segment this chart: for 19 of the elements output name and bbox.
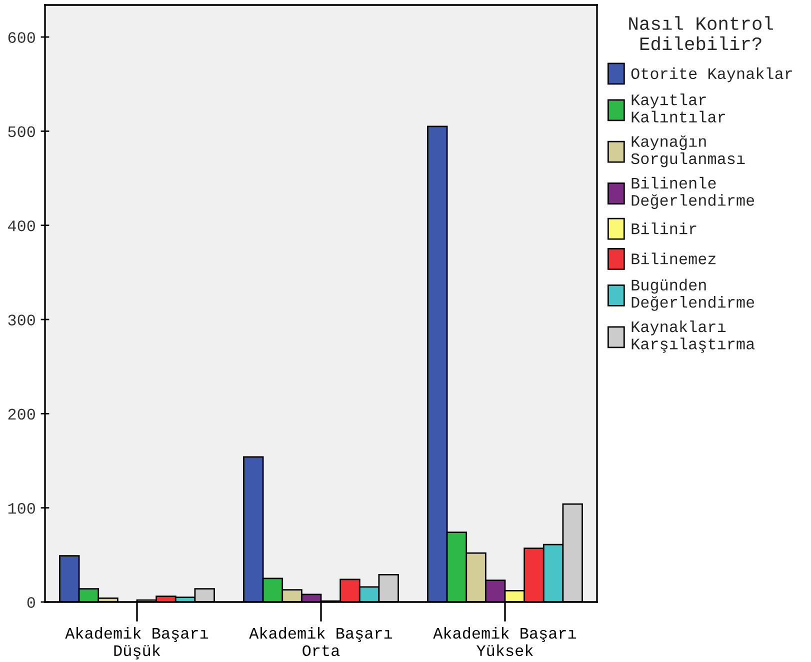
y-tick-label: 600 (8, 32, 35, 43)
legend-label: Bilinenle Değerlendirme (632, 176, 754, 209)
y-tick-label: 200 (8, 408, 35, 420)
legend-label: Kayıtlar Kalıntılar (632, 94, 725, 122)
legend-label: Bilinir (632, 222, 696, 234)
legend-label: Bugünden Değerlendirme (632, 278, 754, 311)
y-tick-label: 100 (8, 502, 35, 514)
x-tick-label: Akademik Başarı Yüksek (433, 627, 576, 656)
legend-label: Bilinemez (632, 252, 716, 264)
x-tick-label: Akademik Başarı Düşük (65, 627, 208, 660)
y-tick-label: 0 (27, 597, 35, 608)
y-tick-label: 300 (8, 314, 35, 326)
legend-label: Kaynakları Karşılaştırma (632, 320, 755, 353)
y-tick-label: 500 (8, 126, 35, 138)
legend-label: Kaynağın Sorgulanması (631, 135, 745, 168)
legend-title: Nasıl Kontrol Edilebilir? (629, 16, 773, 50)
x-tick-label: Akademik Başarı Orta (249, 627, 392, 656)
y-tick-label: 400 (8, 220, 35, 232)
legend-label: Otorite Kaynaklar (631, 67, 792, 82)
